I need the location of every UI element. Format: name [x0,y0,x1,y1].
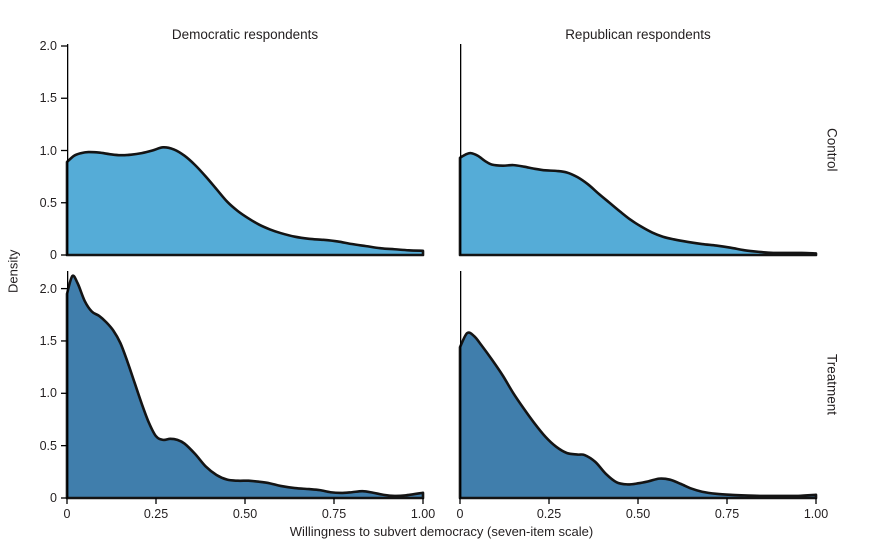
y-tick-label: 0 [50,491,57,505]
density-curve-control-republican [458,151,818,257]
y-axis-title: Density [5,249,21,293]
y-tick-label: 0 [50,248,57,262]
y-tick-label: 2.0 [39,281,57,296]
y-tick-label: 1.0 [39,386,57,401]
x-axis-title: Willingness to subvert democracy (seven-… [289,524,594,539]
density-panel-treatment-democratic [61,271,425,504]
x-tick-label: 0.75 [714,507,740,521]
x-tick-label: 0.50 [625,507,651,521]
x-tick-label: 1.00 [803,507,829,521]
row-strip-label-treatment: Treatment [824,353,840,416]
column-title-republican: Republican respondents [565,27,711,42]
x-tick-label: 0 [456,507,464,521]
y-tick-label: 2.0 [39,39,57,53]
density-curve-control-democratic [65,146,425,257]
density-curve-treatment-republican [458,331,818,500]
x-tick-label: 0.50 [232,507,258,521]
row-strip-label-control: Control [824,127,840,172]
x-tick-label: 1.00 [410,507,436,521]
density-panel-control-republican [458,44,818,257]
density-panel-treatment-republican [458,271,818,504]
x-tick-label: 0.25 [143,507,169,521]
y-tick-label: 0.5 [39,438,57,453]
x-tick-label: 0.25 [536,507,562,521]
density-panel-control-democratic [61,44,425,257]
x-tick-label: 0 [63,507,71,521]
y-tick-label: 0.5 [39,195,57,210]
density-curve-treatment-democratic [65,274,425,500]
column-title-democratic: Democratic respondents [171,27,319,42]
y-tick-label: 1.0 [39,143,57,158]
y-tick-label: 1.5 [39,91,57,106]
y-tick-label: 1.5 [39,333,57,348]
x-tick-label: 0.75 [321,507,347,521]
